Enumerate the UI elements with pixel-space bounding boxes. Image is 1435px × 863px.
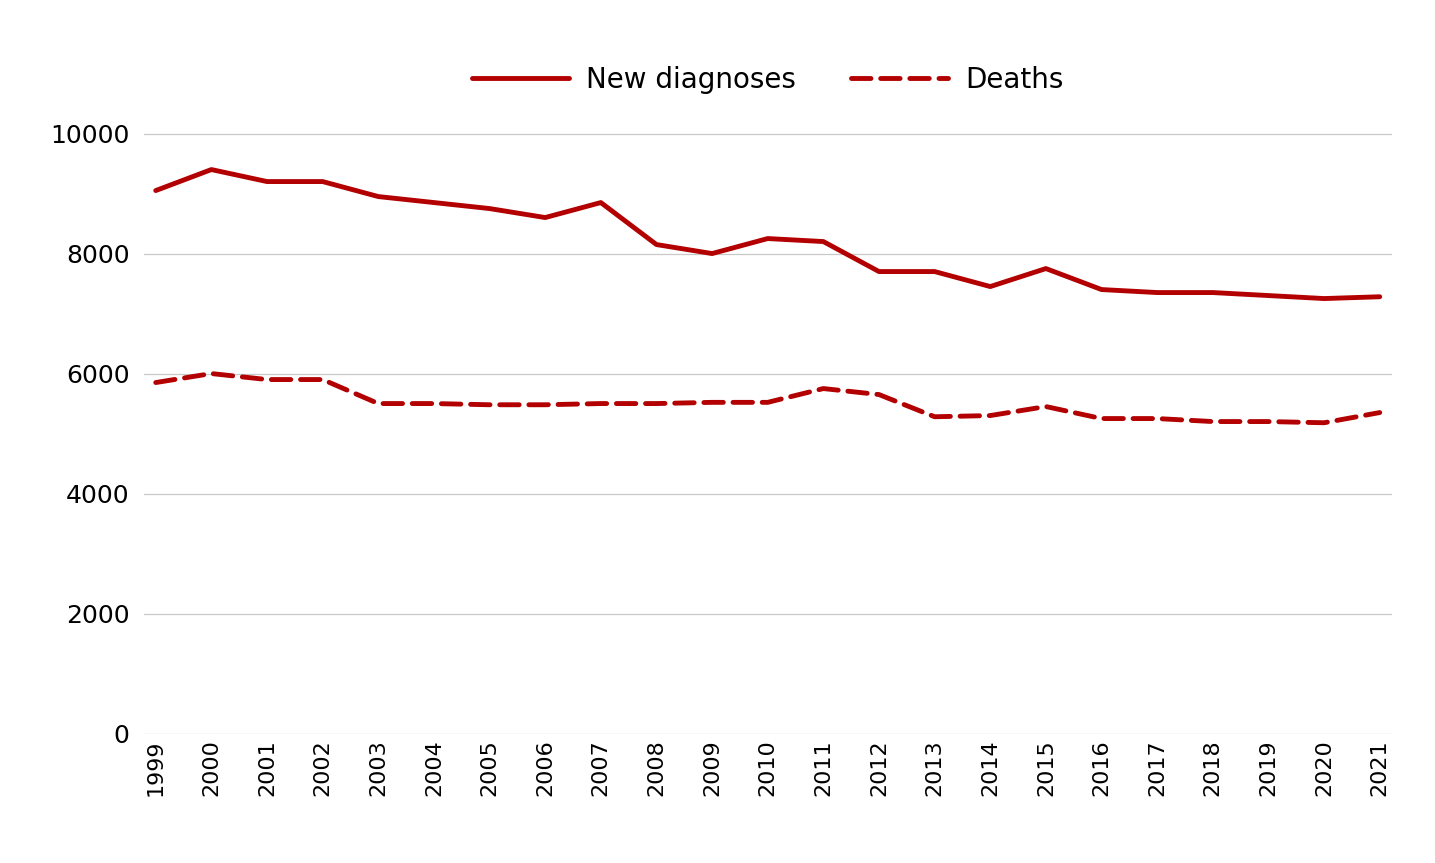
New diagnoses (1260, 290, 1277, 300)
New diagnoses (759, 233, 776, 243)
New diagnoses (314, 176, 331, 186)
Deaths (425, 399, 442, 409)
New diagnoses (871, 267, 888, 277)
New diagnoses (425, 198, 442, 208)
Line: Deaths: Deaths (156, 374, 1379, 423)
New diagnoses (537, 212, 554, 223)
New diagnoses (982, 281, 999, 292)
Line: New diagnoses: New diagnoses (156, 169, 1379, 299)
New diagnoses (815, 236, 832, 247)
Deaths (815, 383, 832, 394)
Deaths (1316, 418, 1333, 428)
Deaths (481, 400, 498, 410)
New diagnoses (370, 192, 387, 202)
New diagnoses (593, 198, 610, 208)
New diagnoses (1370, 292, 1388, 302)
New diagnoses (258, 176, 276, 186)
Deaths (1148, 413, 1165, 424)
New diagnoses (926, 267, 943, 277)
Deaths (759, 397, 776, 407)
New diagnoses (148, 186, 165, 196)
Deaths (370, 399, 387, 409)
New diagnoses (647, 239, 664, 249)
New diagnoses (1093, 285, 1111, 295)
Deaths (1260, 416, 1277, 426)
Deaths (647, 399, 664, 409)
Deaths (982, 411, 999, 421)
Deaths (314, 375, 331, 385)
Deaths (202, 369, 220, 379)
Deaths (258, 375, 276, 385)
New diagnoses (1148, 287, 1165, 298)
Deaths (148, 377, 165, 387)
New diagnoses (1038, 263, 1055, 274)
Deaths (1093, 413, 1111, 424)
Deaths (926, 412, 943, 422)
New diagnoses (703, 249, 720, 259)
Deaths (1038, 401, 1055, 412)
New diagnoses (1204, 287, 1221, 298)
New diagnoses (1316, 293, 1333, 304)
New diagnoses (202, 164, 220, 174)
Deaths (1370, 407, 1388, 418)
Legend: New diagnoses, Deaths: New diagnoses, Deaths (461, 54, 1075, 104)
Deaths (593, 399, 610, 409)
Deaths (1204, 416, 1221, 426)
Deaths (703, 397, 720, 407)
Deaths (537, 400, 554, 410)
Deaths (871, 389, 888, 400)
New diagnoses (481, 204, 498, 214)
